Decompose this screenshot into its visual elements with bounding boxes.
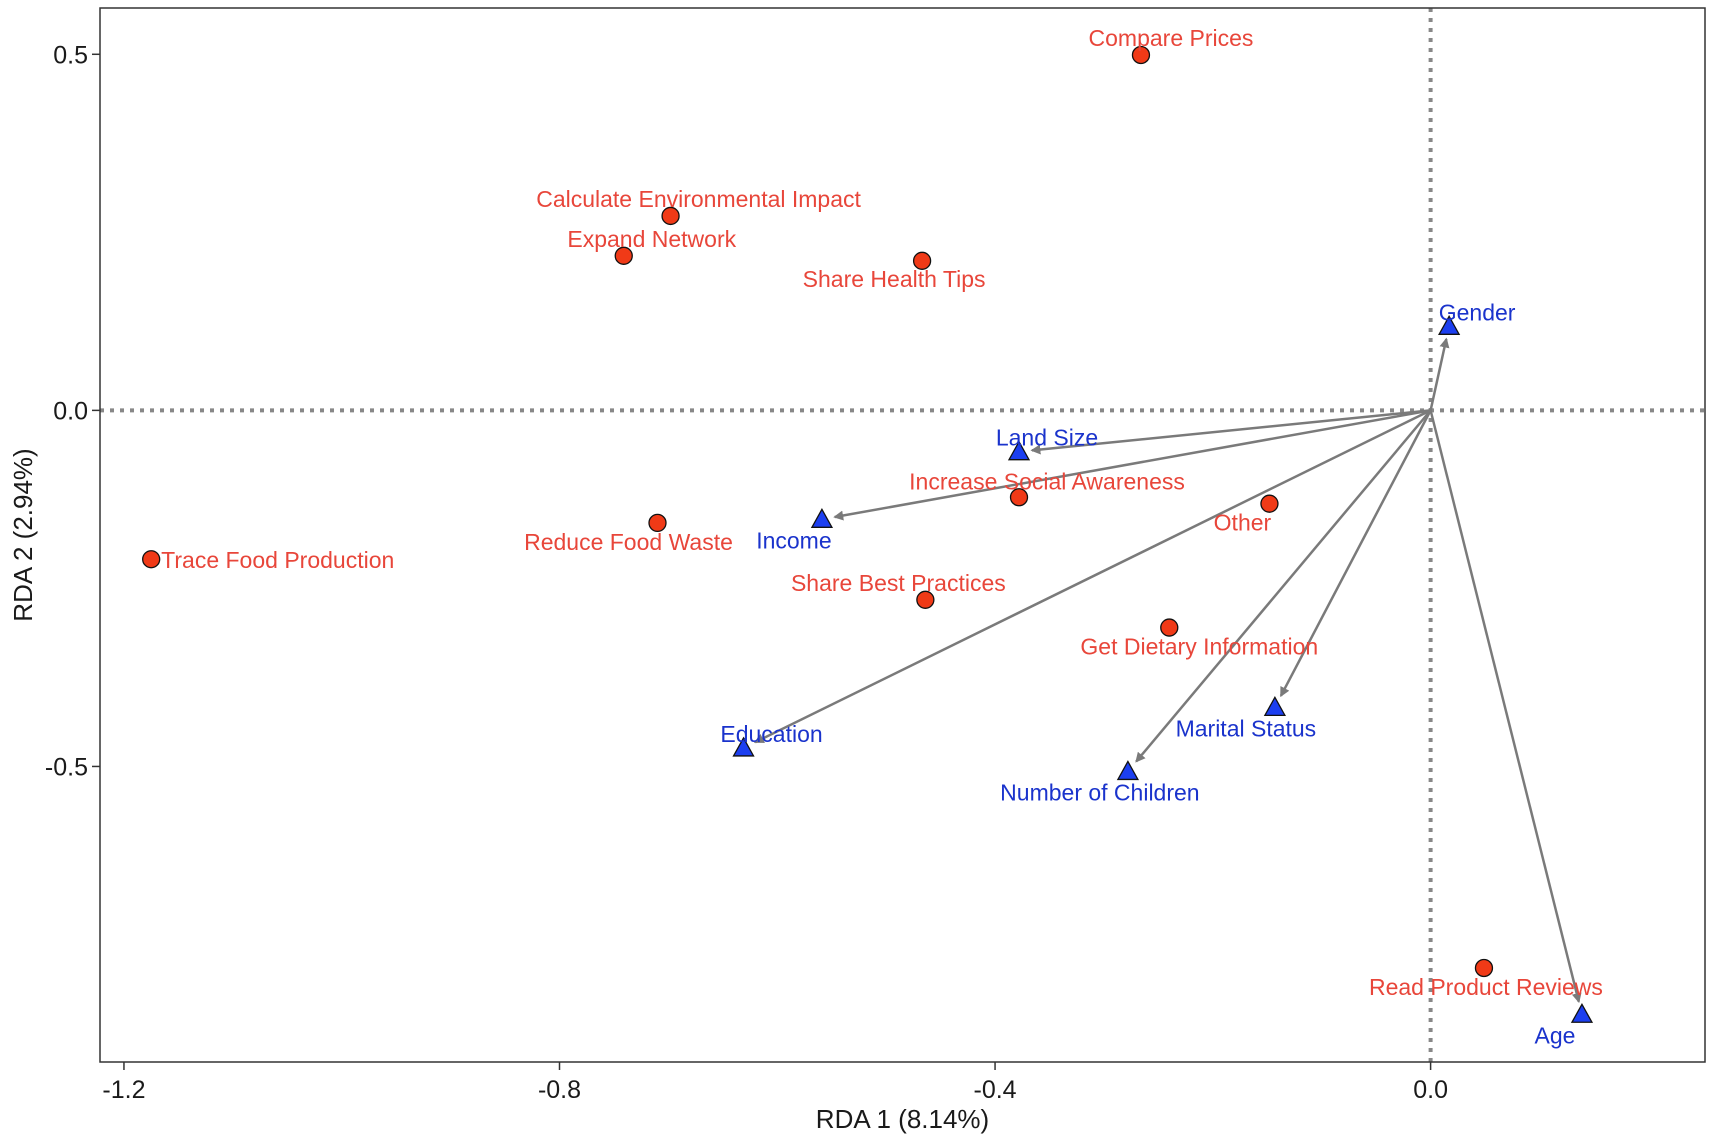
explanatory-point [1438,314,1461,335]
explanatory-vector-label: Income [756,527,831,553]
response-point-label: Reduce Food Waste [524,529,733,555]
vector-arrow [833,409,1431,521]
explanatory-point [1263,696,1286,716]
response-point [1131,45,1151,65]
y-tick-label: 0.0 [53,397,88,425]
explanatory-vector-label: Gender [1439,299,1516,325]
response-point [1160,618,1179,637]
y-tick-label: -0.5 [45,753,88,781]
explanatory-vector-label: Age [1534,1022,1575,1048]
response-point [1474,958,1494,978]
explanatory-points [732,314,1594,1023]
response-point-label: Share Best Practices [791,570,1006,596]
vector-arrow [1429,410,1582,1004]
response-point [648,513,667,533]
response-point [912,251,932,270]
vector-arrow [1135,409,1432,763]
response-point-label: Read Product Reviews [1369,974,1603,1000]
response-point-label: Other [1214,510,1272,536]
response-point [142,550,161,569]
vector-arrow [1429,337,1450,411]
x-tick-label: -0.8 [538,1076,581,1104]
response-point-label: Get Dietary Information [1080,634,1318,660]
response-points [142,45,1494,978]
response-point [661,206,680,226]
explanatory-point [1007,440,1031,461]
explanatory-vector-label: Marital Status [1176,715,1317,741]
explanatory-vector-label: Land Size [996,425,1098,451]
explanatory-labels: Gender Land Size Income Education Marital St… [720,299,1575,1048]
explanatory-point [810,507,834,528]
y-axis-title: RDA 2 (2.94%) [8,448,38,621]
reference-lines [100,8,1705,1062]
response-point-label: Calculate Environmental Impact [536,186,861,212]
x-tick-label: -0.4 [974,1076,1017,1104]
y-tick-label: 0.5 [53,41,88,69]
explanatory-point [1570,1002,1594,1023]
x-tick-label: 0.0 [1413,1076,1448,1104]
response-point-label: Expand Network [567,226,736,252]
plot-panel-border [99,7,1706,1063]
x-tick-label: -1.2 [102,1076,145,1104]
explanatory-point [1116,760,1140,781]
explanatory-point [732,736,755,757]
response-point [1009,488,1029,507]
response-point [614,246,633,265]
response-point [916,590,935,609]
x-axis-title: RDA 1 (8.14%) [816,1104,989,1134]
response-point-label: Compare Prices [1089,25,1254,51]
response-point-label: Increase Social Awareness [909,468,1185,494]
vector-arrow [1279,409,1432,698]
explanatory-vector-label: Number of Children [1000,779,1199,805]
response-point [1260,494,1279,513]
response-point-label: Trace Food Production [161,547,394,573]
axis-ticks: -1.2 -0.8 -0.4 0.0 0.5 0.0 -0.5 [45,41,1448,1104]
vector-arrow [753,409,1432,744]
vector-arrows [753,337,1582,1004]
response-labels: Compare Prices Calculate Environmental Im… [161,25,1603,1000]
vector-arrow [1030,409,1431,455]
response-point-label: Share Health Tips [803,266,986,292]
explanatory-vector-label: Education [720,721,822,747]
